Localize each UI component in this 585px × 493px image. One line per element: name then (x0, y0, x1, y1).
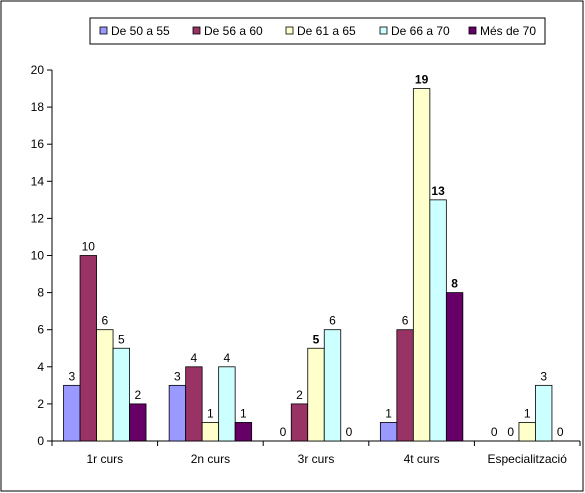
data-label: 6 (101, 314, 108, 328)
data-label: 2 (134, 388, 141, 402)
data-label: 6 (402, 314, 409, 328)
bar (168, 384, 187, 442)
data-label: 0 (280, 425, 287, 439)
bar (535, 384, 553, 442)
data-label: 13 (431, 184, 445, 198)
data-label: 6 (329, 314, 336, 328)
legend-label: Més de 70 (480, 24, 536, 38)
data-label: 10 (82, 240, 96, 254)
x-tick-label: 3r curs (298, 452, 335, 466)
legend-label: De 61 a 65 (297, 24, 356, 38)
bar (201, 422, 220, 442)
bar (79, 255, 97, 442)
bar (234, 422, 253, 442)
bar (112, 347, 130, 442)
data-label: 5 (313, 332, 320, 346)
y-tick-label: 8 (37, 286, 44, 300)
y-tick-label: 6 (37, 323, 44, 337)
legend-swatch (379, 26, 388, 35)
data-label: 19 (415, 73, 429, 87)
y-tick-label: 20 (31, 63, 45, 77)
bar (307, 347, 325, 442)
x-tick-label: Especialització (488, 452, 568, 466)
data-label: 1 (240, 406, 247, 420)
bar (379, 422, 398, 442)
bar (290, 403, 309, 442)
bar (396, 329, 414, 442)
legend-swatch (285, 26, 294, 35)
legend-label: De 56 a 60 (204, 24, 263, 38)
data-label: 1 (385, 406, 392, 420)
data-label: 0 (491, 425, 498, 439)
bar (445, 292, 464, 442)
bar (323, 329, 342, 442)
data-label: 1 (207, 406, 214, 420)
x-tick-label: 4t curs (404, 452, 440, 466)
y-tick-label: 16 (31, 137, 45, 151)
legend-label: De 66 a 70 (391, 24, 450, 38)
y-tick-label: 0 (37, 434, 44, 448)
bar (412, 88, 431, 442)
bar (185, 366, 203, 442)
bar (63, 384, 81, 442)
y-tick-label: 10 (31, 249, 45, 263)
data-label: 3 (68, 369, 75, 383)
data-label: 4 (224, 351, 231, 365)
bar (218, 366, 236, 442)
legend-swatch (99, 26, 108, 35)
y-tick-label: 18 (31, 100, 45, 114)
y-tick-label: 14 (31, 174, 45, 188)
bar (96, 329, 114, 442)
data-label: 2 (296, 388, 303, 402)
y-tick-label: 12 (31, 211, 45, 225)
bars (63, 88, 553, 442)
data-label: 3 (174, 369, 181, 383)
y-tick-label: 4 (37, 360, 44, 374)
bar (429, 199, 447, 442)
legend-swatch (468, 26, 477, 35)
data-label: 8 (451, 277, 458, 291)
bar (129, 403, 147, 442)
data-label: 0 (346, 425, 353, 439)
legend-label: De 50 a 55 (111, 24, 170, 38)
data-label: 4 (191, 351, 198, 365)
y-axis: 0 2 4 6 8 10 12 14 16 18 20 (31, 63, 53, 448)
data-label: 0 (507, 425, 514, 439)
data-label: 3 (540, 369, 547, 383)
legend-swatch (192, 26, 201, 35)
data-label: 1 (524, 406, 531, 420)
x-tick-label: 1r curs (86, 452, 123, 466)
data-label: 0 (557, 425, 564, 439)
data-label: 5 (118, 332, 125, 346)
y-tick-label: 2 (37, 397, 44, 411)
bar (518, 422, 536, 442)
x-tick-label: 2n curs (191, 452, 230, 466)
legend: De 50 a 55 De 56 a 60 De 61 a 65 De 66 a 70… (89, 17, 546, 45)
